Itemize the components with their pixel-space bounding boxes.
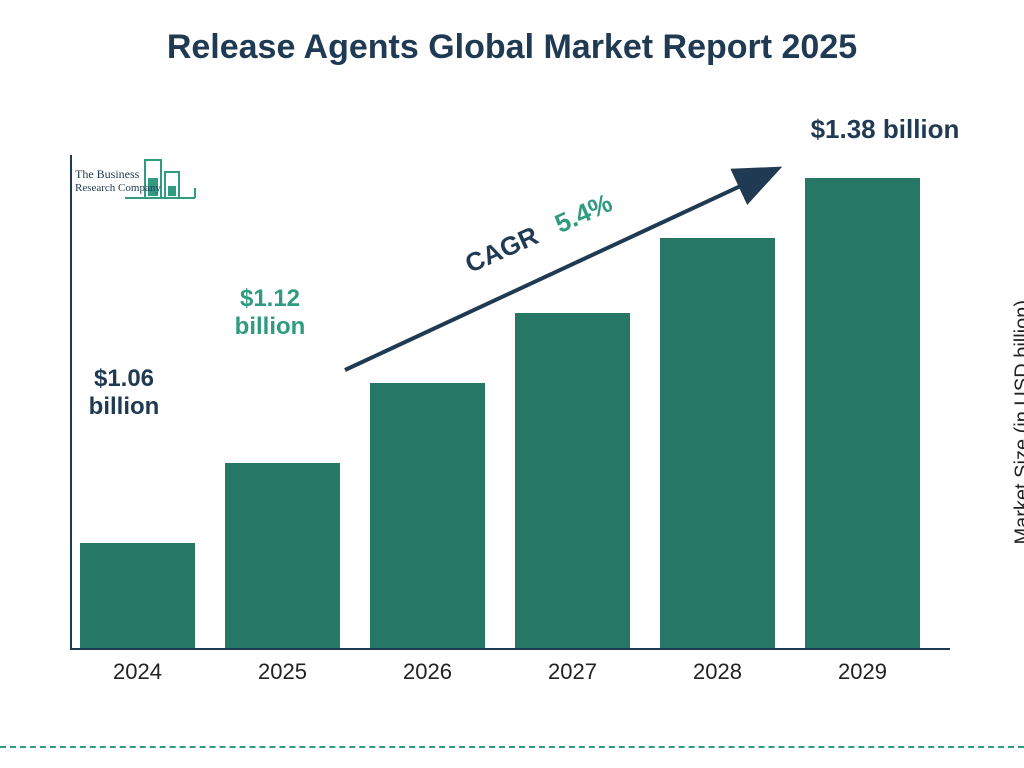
bar xyxy=(515,313,630,648)
x-tick-label: 2026 xyxy=(370,659,485,685)
footer-divider xyxy=(0,746,1024,748)
bar xyxy=(225,463,340,648)
y-axis-line xyxy=(70,155,72,650)
chart-title: Release Agents Global Market Report 2025 xyxy=(0,28,1024,67)
x-tick-label: 2028 xyxy=(660,659,775,685)
x-axis-line xyxy=(70,648,950,650)
value-label: $1.38 billion xyxy=(790,115,980,145)
bar xyxy=(80,543,195,648)
y-axis-label: Market Size (in USD billion) xyxy=(1012,300,1024,545)
bar-chart: 2024 2025 2026 2027 2028 2029 xyxy=(70,140,950,690)
bar xyxy=(805,178,920,648)
x-tick-label: 2029 xyxy=(805,659,920,685)
x-tick-label: 2027 xyxy=(515,659,630,685)
x-tick-label: 2025 xyxy=(225,659,340,685)
value-label: $1.06billion xyxy=(74,365,174,420)
value-label: $1.12billion xyxy=(220,285,320,340)
x-tick-label: 2024 xyxy=(80,659,195,685)
bar xyxy=(660,238,775,648)
bar xyxy=(370,383,485,648)
